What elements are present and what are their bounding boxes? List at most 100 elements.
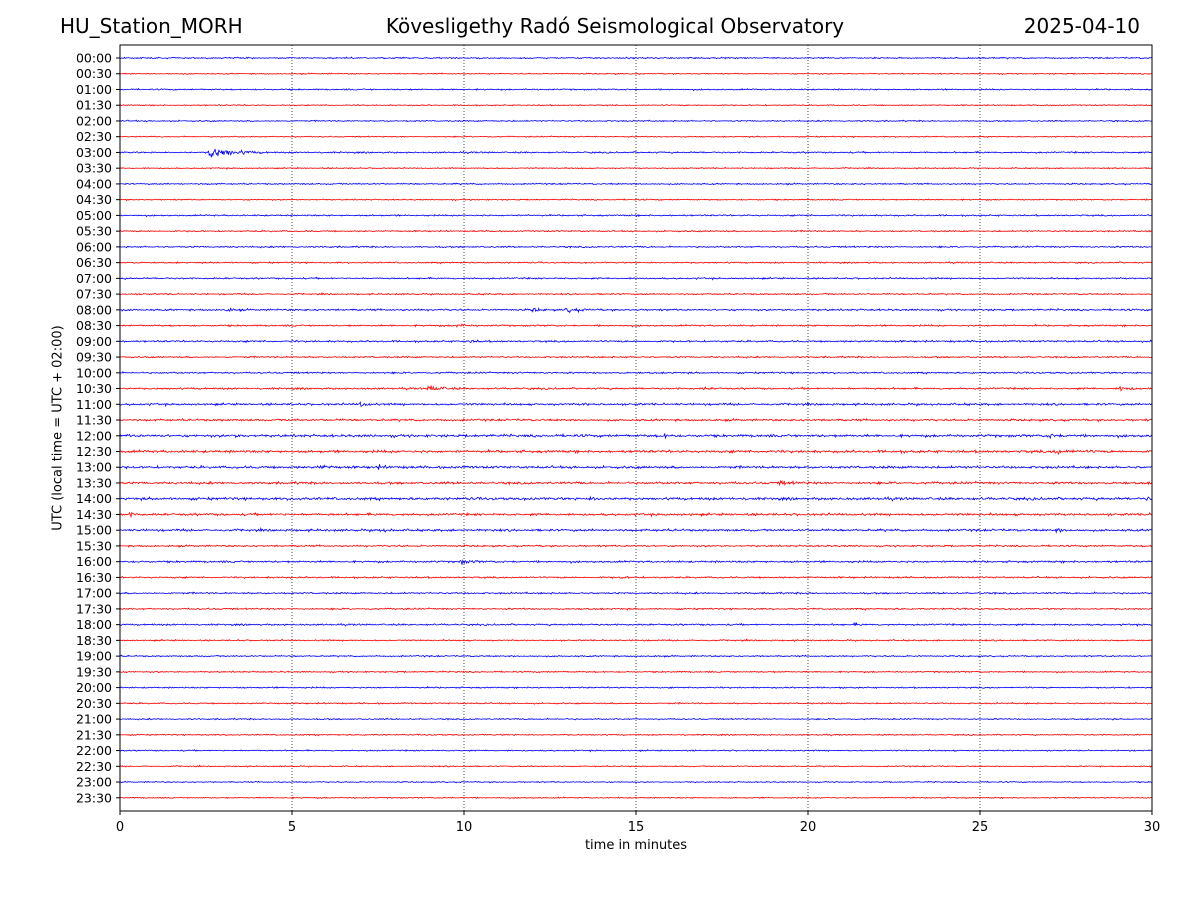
y-tick-label: 11:00	[76, 397, 112, 412]
x-tick-label: 20	[800, 820, 817, 835]
y-tick-label: 01:00	[76, 82, 112, 97]
y-tick-label: 00:00	[76, 51, 112, 66]
trace-2330	[119, 796, 1153, 800]
y-tick-label: 12:30	[76, 444, 112, 459]
y-tick-label: 22:00	[76, 743, 112, 758]
trace-1630	[119, 575, 1153, 580]
trace-0830	[119, 323, 1153, 328]
y-tick-label: 20:30	[76, 696, 112, 711]
y-tick-label: 13:30	[76, 475, 112, 490]
trace-0730	[119, 291, 1153, 296]
x-tick-label: 15	[628, 820, 645, 835]
y-tick-label: 23:30	[76, 790, 112, 805]
y-tick-label: 14:00	[76, 491, 112, 506]
trace-1700	[119, 591, 1153, 596]
trace-1600	[119, 558, 1153, 565]
y-tick-label: 15:00	[76, 523, 112, 538]
trace-2300	[119, 780, 1153, 784]
trace-2130	[119, 733, 1153, 737]
y-tick-label: 13:00	[76, 460, 112, 475]
trace-0300	[119, 148, 1153, 158]
trace-1000	[119, 370, 1153, 375]
y-tick-label: 02:30	[76, 129, 112, 144]
trace-1830	[119, 638, 1153, 643]
y-tick-label: 16:30	[76, 570, 112, 585]
y-tick-label: 08:00	[76, 302, 112, 317]
trace-0400	[119, 182, 1153, 186]
y-tick-label: 23:00	[76, 775, 112, 790]
y-tick-label: 17:00	[76, 586, 112, 601]
trace-0930	[120, 355, 1153, 359]
y-tick-label: 06:30	[76, 255, 112, 270]
trace-0430	[119, 198, 1153, 202]
trace-1500	[119, 526, 1153, 534]
trace-1230	[119, 448, 1153, 456]
y-axis-label: UTC (local time = UTC + 02:00)	[50, 325, 66, 531]
y-tick-label: 19:00	[76, 649, 112, 664]
trace-1130	[119, 417, 1153, 423]
y-tick-label: 22:30	[76, 759, 112, 774]
y-tick-label: 06:00	[76, 239, 112, 254]
y-tick-label: 07:30	[76, 287, 112, 302]
trace-2230	[119, 764, 1153, 768]
y-tick-label: 09:00	[76, 334, 112, 349]
y-tick-label: 11:30	[76, 413, 112, 428]
y-tick-label: 18:00	[76, 617, 112, 632]
trace-0800	[119, 307, 1153, 314]
y-tick-label: 14:30	[76, 507, 112, 522]
y-tick-label: 09:30	[76, 350, 112, 365]
y-tick-label: 04:00	[76, 176, 112, 191]
trace-0500	[119, 213, 1153, 218]
y-tick-label: 12:00	[76, 428, 112, 443]
y-tick-label: 02:00	[76, 113, 112, 128]
trace-2100	[119, 717, 1153, 721]
x-axis: 0 5 10 15 20 25 30	[116, 811, 1160, 835]
y-tick-label: 00:30	[76, 66, 112, 81]
trace-0630	[119, 261, 1153, 265]
station-name: HU_Station_MORH	[60, 14, 243, 38]
grid-lines	[291, 45, 981, 811]
trace-1730	[119, 607, 1153, 611]
trace-0130	[119, 103, 1153, 107]
trace-0230	[119, 135, 1153, 139]
trace-0100	[119, 87, 1153, 92]
trace-0330	[119, 166, 1153, 170]
trace-1930	[119, 670, 1152, 674]
y-tick-label: 03:00	[76, 145, 112, 160]
y-tick-label: 05:30	[76, 224, 112, 239]
trace-2200	[119, 749, 1153, 753]
trace-1030	[119, 385, 1153, 392]
y-tick-label: 21:30	[76, 727, 112, 742]
trace-1430	[119, 511, 1153, 519]
trace-0200	[119, 119, 1153, 123]
trace-1100	[119, 401, 1153, 408]
y-tick-label: 20:00	[76, 680, 112, 695]
trace-0600	[119, 245, 1153, 249]
y-axis: 00:0000:3001:0001:3002:0002:3003:0003:30…	[76, 51, 120, 805]
trace-0030	[119, 72, 1152, 76]
x-tick-label: 10	[456, 820, 473, 835]
trace-0700	[119, 276, 1153, 281]
y-tick-label: 10:30	[76, 381, 112, 396]
y-tick-label: 01:30	[76, 98, 112, 113]
trace-1900	[119, 654, 1152, 658]
x-axis-label: time in minutes	[584, 838, 688, 853]
y-tick-label: 10:00	[76, 365, 112, 380]
chart-title: Kövesligethy Radó Seismological Observat…	[385, 14, 845, 38]
trace-2030	[119, 701, 1153, 705]
trace-1800	[119, 621, 1153, 628]
trace-group	[119, 56, 1153, 800]
trace-0000	[119, 56, 1153, 60]
y-tick-label: 07:00	[76, 271, 112, 286]
trace-1530	[119, 543, 1153, 549]
x-tick-label: 5	[288, 820, 296, 835]
y-tick-label: 18:30	[76, 633, 112, 648]
y-tick-label: 05:00	[76, 208, 112, 223]
trace-2000	[119, 685, 1153, 690]
x-tick-label: 0	[116, 820, 124, 835]
trace-1300	[119, 464, 1153, 470]
y-tick-label: 08:30	[76, 318, 112, 333]
y-tick-label: 15:30	[76, 538, 112, 553]
trace-1200	[119, 432, 1153, 440]
